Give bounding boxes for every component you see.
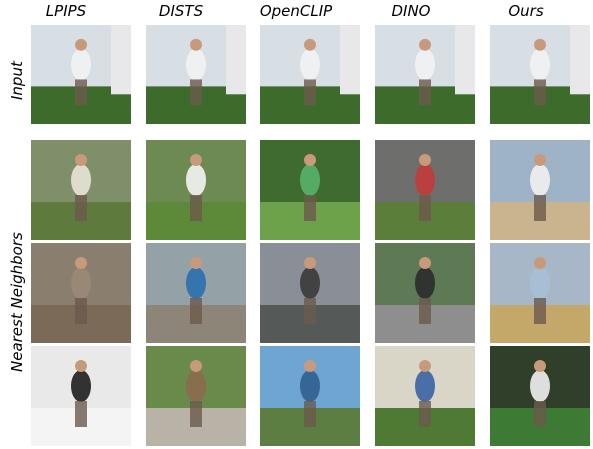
- neighbor-dino-3: [375, 346, 475, 446]
- thumbnail-man-on-lawn-green-shirt: [260, 140, 360, 240]
- thumbnail-man-in-white-shirt-on-lawn: [31, 25, 131, 124]
- neighbor-ours-3: [490, 346, 590, 446]
- thumbnail-travelers-with-luggage: [375, 140, 475, 240]
- thumbnail-man-on-beach: [490, 140, 590, 240]
- thumbnail-elephants: [31, 243, 131, 343]
- neighbor-openclip-3: [260, 346, 360, 446]
- thumbnail-man-in-white-shirt-on-lawn: [146, 25, 246, 124]
- thumbnail-baseball-player-field: [490, 346, 590, 446]
- input-image-lpips: [31, 25, 131, 124]
- neighbor-lpips-3: [31, 346, 131, 446]
- column-header-openclip: OpenCLIP: [259, 2, 333, 20]
- thumbnail-sheep-in-field: [31, 140, 131, 240]
- column-header-dists: DISTS: [158, 2, 204, 20]
- thumbnail-man-throwing-frisbee: [490, 243, 590, 343]
- neighbor-ours-1: [490, 140, 590, 240]
- input-image-dists: [146, 25, 246, 124]
- neighbor-dists-1: [146, 140, 246, 240]
- neighbor-dists-3: [146, 346, 246, 446]
- input-image-openclip: [260, 25, 360, 124]
- thumbnail-man-at-train-platform: [260, 243, 360, 343]
- thumbnail-man-with-backpack: [375, 243, 475, 343]
- neighbor-dino-1: [375, 140, 475, 240]
- thumbnail-elephant-ride: [146, 346, 246, 446]
- neighbor-lpips-2: [31, 243, 131, 343]
- thumbnail-man-in-white-shirt-on-lawn: [260, 25, 360, 124]
- thumbnail-man-throwing-frisbee-sky: [260, 346, 360, 446]
- thumbnail-man-in-white-shirt-on-lawn: [375, 25, 475, 124]
- neighbor-openclip-2: [260, 243, 360, 343]
- neighbor-dists-2: [146, 243, 246, 343]
- neighbor-dino-2: [375, 243, 475, 343]
- input-image-ours: [490, 25, 590, 124]
- column-header-dino: DINO: [391, 2, 431, 20]
- column-header-ours: Ours: [508, 2, 544, 20]
- thumbnail-kid-near-house: [375, 346, 475, 446]
- column-header-lpips: LPIPS: [45, 2, 87, 20]
- thumbnail-boy-skateboarding: [146, 243, 246, 343]
- neighbor-openclip-1: [260, 140, 360, 240]
- thumbnail-baseball-player: [146, 140, 246, 240]
- neighbor-ours-2: [490, 243, 590, 343]
- input-image-dino: [375, 25, 475, 124]
- neighbor-lpips-1: [31, 140, 131, 240]
- thumbnail-man-in-white-shirt-on-lawn: [490, 25, 590, 124]
- row-label-input: Input: [8, 61, 26, 100]
- row-label-nearest-neighbors: Nearest Neighbors: [8, 232, 26, 372]
- thumbnail-cow-closeup: [31, 346, 131, 446]
